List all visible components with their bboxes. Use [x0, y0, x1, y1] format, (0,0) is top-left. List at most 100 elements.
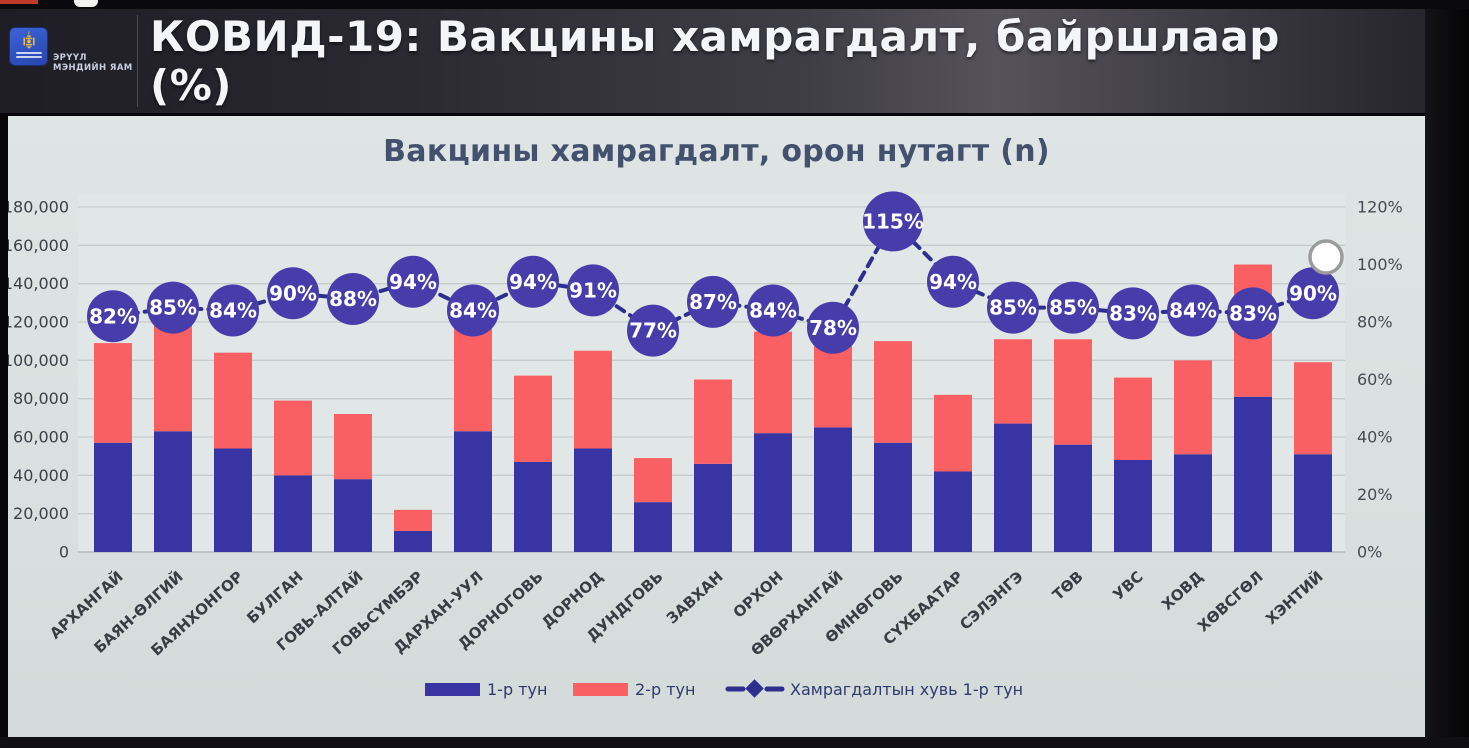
pct-label-БУЛГАН: 90%: [269, 281, 317, 305]
page-title: КОВИД-19: Вакцины хамрагдалт, байршлаар …: [150, 12, 1280, 110]
pct-bubble-ГОВЬ-АЛТАЙ: [327, 273, 379, 325]
left-axis-tick: 180,000: [8, 198, 69, 217]
pct-bubble-ГОВЬСҮМБЭР: [387, 255, 439, 308]
bar-dose2-ОРХОН: [754, 331, 792, 434]
bar-dose1-ДУНДГОВЬ: [634, 502, 672, 552]
right-axis-tick: 40%: [1357, 428, 1393, 447]
vaccination-coverage-chart: 0 20,000 40,000 60,000 80,000 100,000 120,000 1…: [8, 191, 1403, 699]
pct-bubble-ДАРХАН-УУЛ: [447, 284, 499, 337]
pct-label-АРХАНГАЙ: 82%: [89, 304, 137, 328]
bar-dose2-СҮХБААТАР: [934, 394, 972, 472]
bar-dose1-ДОРНОД: [574, 448, 612, 552]
header-divider: [137, 15, 138, 107]
pct-bubble-БАЯНХОНГОР: [207, 284, 259, 337]
x-label-ХӨВСГӨЛ: ХӨВСГӨЛ: [1194, 568, 1267, 636]
bar-dose1-ОРХОН: [754, 433, 792, 552]
pct-bubble-ӨВӨРХАНГАЙ: [807, 301, 859, 354]
right-axis-tick: 80%: [1357, 313, 1393, 332]
pct-bubble-СЭЛЭНГЭ: [987, 281, 1039, 334]
pct-bubble-СҮХБААТАР: [927, 255, 979, 308]
x-label-ЗАВХАН: ЗАВХАН: [663, 568, 727, 628]
pct-label-ГОВЬ-АЛТАЙ: 88%: [329, 287, 377, 311]
pct-label-ТӨВ: 85%: [1049, 296, 1097, 320]
left-axis-tick: 100,000: [8, 351, 69, 370]
pct-bubble-УВС: [1107, 287, 1159, 340]
screen-bottom-bezel: [0, 737, 1469, 748]
pct-bubble-ОРХОН: [747, 284, 799, 337]
pct-label-ХЭНТИЙ: 90%: [1289, 281, 1337, 305]
pct-label-ДУНДГОВЬ: 77%: [629, 319, 677, 343]
bar-dose1-АРХАНГАЙ: [94, 442, 132, 552]
x-label-СЭЛЭНГЭ: СЭЛЭНГЭ: [956, 568, 1026, 634]
legend-label-dose1: 1-р тун: [487, 680, 547, 699]
right-axis-tick: 60%: [1357, 370, 1393, 389]
slide-content: Вакцины хамрагдалт, орон нутагт (n) 0 20,…: [8, 116, 1425, 737]
pct-label-ӨМНӨГОВЬ: 115%: [862, 209, 924, 233]
left-axis-tick: 40,000: [13, 466, 69, 485]
red-sliver: [0, 0, 38, 4]
pct-label-СЭЛЭНГЭ: 85%: [989, 296, 1037, 320]
bar-dose1-ХӨВСГӨЛ: [1234, 396, 1272, 552]
bar-dose1-ӨВӨРХАНГАЙ: [814, 427, 852, 552]
pct-label-БАЯНХОНГОР: 84%: [209, 299, 257, 323]
bar-dose2-ТӨВ: [1054, 339, 1092, 445]
bar-dose1-БУЛГАН: [274, 475, 312, 552]
pct-bubble-БУЛГАН: [267, 267, 319, 320]
right-axis-tick: 100%: [1357, 255, 1403, 274]
bar-dose2-ДОРНОД: [574, 350, 612, 449]
bar-dose2-ӨВӨРХАНГАЙ: [814, 343, 852, 428]
pct-bubble-ХЭНТИЙ: [1287, 267, 1339, 320]
bar-dose1-ГОВЬ-АЛТАЙ: [334, 479, 372, 552]
soyombo-emblem-icon: [22, 31, 35, 49]
left-axis-tick: 20,000: [13, 504, 69, 523]
pct-label-ДОРНОГОВЬ: 94%: [509, 270, 557, 294]
logo-caption: ЭРҮҮЛ МЭНДИЙН ЯАМ: [53, 53, 133, 73]
bar-dose2-ХЭНТИЙ: [1294, 362, 1332, 455]
pointer-circle: [1308, 239, 1344, 275]
chart-title: Вакцины хамрагдалт, орон нутагт (n): [383, 134, 1050, 169]
logo-caption-line1: ЭРҮҮЛ: [53, 53, 87, 63]
pct-label-БАЯН-ӨЛГИЙ: 85%: [149, 296, 197, 320]
bar-dose1-БАЯНХОНГОР: [214, 448, 252, 552]
pct-label-ОРХОН: 84%: [749, 299, 797, 323]
pct-label-ДОРНОД: 91%: [569, 278, 617, 302]
bar-dose2-ХОВД: [1174, 360, 1212, 455]
pct-bubble-ДОРНОД: [567, 264, 619, 317]
left-axis-tick: 120,000: [8, 313, 69, 332]
logo-caption-line2: МЭНДИЙН ЯАМ: [53, 63, 133, 73]
bar-dose2-БАЯНХОНГОР: [214, 352, 252, 449]
pct-bubble-ХӨВСГӨЛ: [1227, 287, 1279, 340]
bar-dose1-СҮХБААТАР: [934, 471, 972, 552]
legend-label-coverage: Хамрагдалтын хувь 1-р тун: [790, 680, 1023, 699]
pct-label-ГОВЬСҮМБЭР: 94%: [389, 270, 437, 294]
white-highlight-dot: [74, 0, 98, 7]
bar-dose2-АРХАНГАЙ: [94, 343, 132, 443]
left-axis-tick: 160,000: [8, 236, 69, 255]
bar-dose2-ДУНДГОВЬ: [634, 458, 672, 503]
right-axis-tick: 20%: [1357, 485, 1393, 504]
legend-swatch-dose1: [425, 683, 480, 696]
x-label-ХОВД: ХОВД: [1158, 568, 1207, 614]
slide-header: ЭРҮҮЛ МЭНДИЙН ЯАМ КОВИД-19: Вакцины хамр…: [0, 9, 1469, 113]
bar-dose1-ГОВЬСҮМБЭР: [394, 530, 432, 552]
bar-dose2-БУЛГАН: [274, 400, 312, 476]
pct-bubble-БАЯН-ӨЛГИЙ: [147, 281, 199, 334]
bar-dose1-БАЯН-ӨЛГИЙ: [154, 431, 192, 552]
pct-label-ЗАВХАН: 87%: [689, 290, 737, 314]
pct-label-ХӨВСГӨЛ: 83%: [1229, 301, 1277, 325]
pct-bubble-АРХАНГАЙ: [87, 290, 139, 343]
bar-dose1-УВС: [1114, 460, 1152, 552]
x-label-ОРХОН: ОРХОН: [730, 568, 787, 622]
bar-dose1-ДОРНОГОВЬ: [514, 461, 552, 552]
left-axis-tick: 0: [59, 543, 69, 562]
right-axis-tick: 120%: [1357, 198, 1403, 217]
pct-label-ХОВД: 84%: [1169, 299, 1217, 323]
bar-dose1-ТӨВ: [1054, 444, 1092, 552]
legend-line-marker: [745, 679, 764, 698]
left-axis-tick: 60,000: [13, 428, 69, 447]
pct-bubble-ТӨВ: [1047, 281, 1099, 334]
pct-bubble-ЗАВХАН: [687, 275, 739, 328]
bar-dose2-УВС: [1114, 377, 1152, 460]
pct-bubble-ДУНДГОВЬ: [627, 304, 679, 357]
